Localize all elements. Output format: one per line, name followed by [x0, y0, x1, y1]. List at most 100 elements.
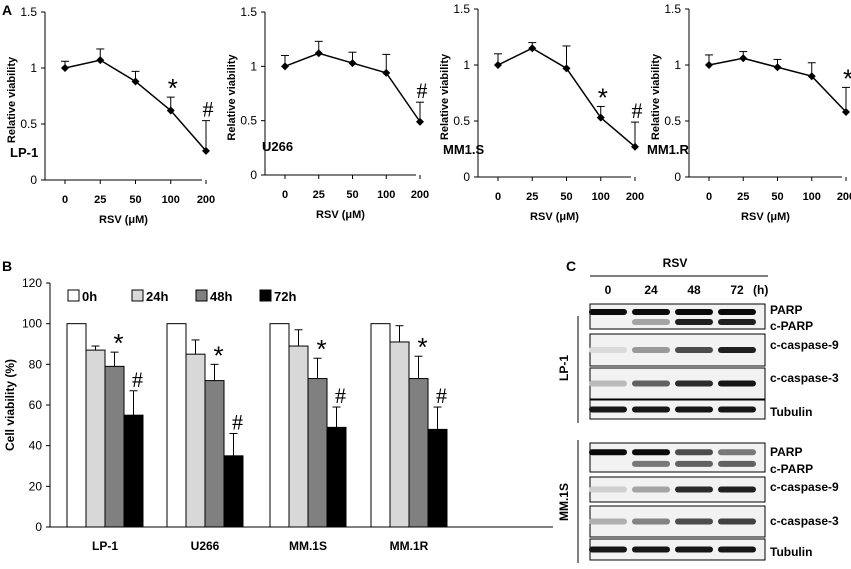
x-tick-label: 25 [313, 189, 325, 201]
blot-band [675, 518, 713, 525]
x-axis-title: RSV (μM) [316, 209, 365, 221]
x-tick-label: 50 [129, 194, 141, 206]
chart-title: MM1.S [443, 142, 485, 157]
y-tick-label: 0 [35, 520, 42, 534]
bar [269, 323, 290, 528]
category-label: MM.1R [390, 539, 429, 553]
y-axis-title: Relative viability [226, 54, 238, 141]
cell-line-label: LP-1 [557, 355, 571, 381]
x-tick-label: 0 [495, 191, 501, 203]
blot-band [589, 449, 627, 456]
legend-label: 72h [274, 289, 296, 304]
treatment-label: RSV [663, 256, 688, 270]
data-point [382, 68, 391, 77]
blot-band [718, 486, 756, 493]
y-tick-label: 0.5 [240, 114, 257, 128]
timepoint-label: 0 [605, 283, 612, 297]
timepoint-label: 48 [687, 283, 701, 297]
data-point [842, 108, 850, 117]
y-tick-label: 1 [463, 58, 470, 72]
blot-band [675, 486, 713, 493]
bar [223, 455, 244, 528]
category-label: MM.1S [289, 539, 327, 553]
y-tick-label: 0 [30, 173, 37, 187]
y-tick-label: 1.5 [20, 5, 37, 19]
bar [66, 323, 87, 528]
blot-band [589, 406, 627, 413]
panel-b-label: B [2, 258, 12, 274]
significance-marker: * [843, 63, 851, 93]
bar [370, 323, 391, 528]
timepoint-label: 72 [730, 283, 744, 297]
y-axis-title: Cell viability (%) [3, 359, 17, 451]
bar [307, 378, 328, 528]
blot-band [675, 319, 713, 325]
bar [389, 341, 410, 528]
blot-band [718, 309, 756, 315]
blot-band [632, 406, 670, 413]
blot-band [675, 460, 713, 467]
panel-c-label: C [566, 258, 576, 274]
x-axis-title: RSV (μM) [99, 214, 148, 226]
bar [326, 426, 347, 528]
y-tick-label: 40 [29, 439, 43, 453]
blot-band [675, 449, 713, 456]
bar [427, 428, 448, 528]
x-axis-title: RSV (μM) [741, 211, 790, 223]
timepoint-label: 24 [644, 283, 658, 297]
x-tick-label: 100 [803, 191, 821, 203]
y-tick-label: 0.5 [664, 114, 681, 128]
blot-band [632, 309, 670, 315]
blot-strip [589, 442, 766, 473]
protein-label: c-caspase-3 [770, 371, 839, 385]
blot-band [589, 380, 627, 387]
protein-label: c-PARP [770, 462, 813, 476]
significance-marker: * [168, 73, 178, 103]
x-tick-label: 50 [346, 189, 358, 201]
blot-band [632, 546, 670, 553]
significance-marker: * [113, 328, 123, 358]
chart-title: LP-1 [10, 145, 38, 160]
x-tick-label: 100 [592, 191, 610, 203]
blot-band [718, 460, 756, 467]
significance-marker: # [632, 98, 643, 123]
significance-marker: * [316, 334, 326, 364]
protein-label: c-caspase-9 [770, 480, 839, 494]
data-point [596, 113, 605, 122]
protein-label: PARP [770, 303, 802, 317]
x-tick-label: 0 [62, 194, 68, 206]
significance-marker: * [213, 340, 223, 370]
blot-band [718, 449, 756, 456]
blot-band [718, 347, 756, 353]
blot-band [675, 406, 713, 413]
y-tick-label: 1 [674, 58, 681, 72]
y-tick-label: 0.5 [20, 117, 37, 131]
x-tick-label: 0 [706, 191, 712, 203]
y-axis-title: Relative viability [439, 53, 451, 140]
blot-band [675, 347, 713, 353]
y-tick-label: 1 [30, 61, 37, 75]
blot-band [632, 518, 670, 525]
bar [166, 323, 187, 528]
x-tick-label: 25 [526, 191, 538, 203]
x-tick-label: 25 [737, 191, 749, 203]
significance-marker: # [132, 367, 143, 392]
chart-title: U266 [262, 139, 293, 154]
bar [204, 380, 225, 528]
bar [123, 414, 144, 528]
y-tick-label: 1.5 [453, 2, 470, 16]
y-axis-title: Relative viability [6, 56, 18, 143]
significance-marker: # [417, 78, 428, 103]
data-point [416, 117, 424, 126]
bar [104, 365, 125, 528]
y-tick-label: 20 [29, 479, 43, 493]
x-tick-label: 50 [560, 191, 572, 203]
legend-swatch [131, 289, 144, 302]
blot-band [632, 319, 670, 325]
x-tick-label: 100 [377, 189, 395, 201]
y-tick-label: 0.5 [453, 114, 470, 128]
significance-marker: # [203, 97, 214, 122]
blot-band [718, 518, 756, 525]
x-tick-label: 200 [626, 191, 644, 203]
